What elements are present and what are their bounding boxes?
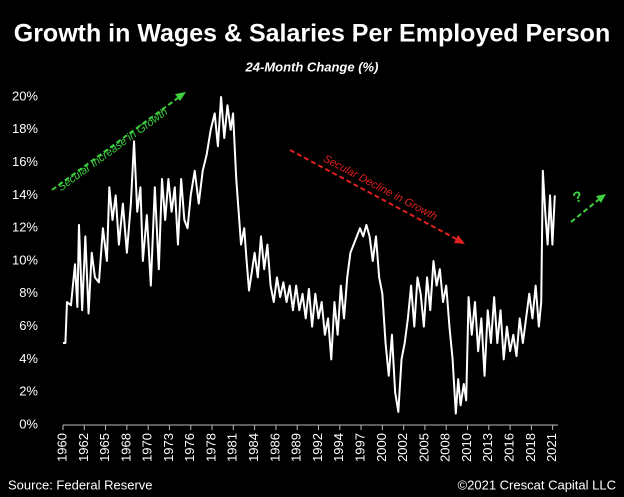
y-tick-label: 2% [19,384,38,399]
x-tick-label: 2005 [416,433,431,462]
x-tick-label: 1981 [225,433,240,462]
x-tick-label: 1994 [331,433,346,462]
y-tick-label: 8% [19,285,38,300]
x-tick-label: 1962 [76,433,91,462]
x-tick-label: 1976 [182,433,197,462]
x-tick-label: 1978 [203,433,218,462]
x-tick-label: 1992 [310,433,325,462]
x-tick-label: 1973 [161,433,176,462]
x-tick-label: 2008 [438,433,453,462]
x-tick-label: 2018 [523,433,538,462]
x-tick-label: 2013 [480,433,495,462]
arrow [289,149,461,242]
y-tick-label: 18% [12,121,38,136]
arrow-head [175,92,186,101]
y-tick-label: 14% [12,187,38,202]
x-tick-label: 1968 [118,433,133,462]
x-tick-label: 2010 [459,433,474,462]
y-tick-label: 16% [12,154,38,169]
arrow-head [596,194,606,203]
source: Source: Federal Reserve [8,477,153,492]
x-tick-label: 1989 [289,433,304,462]
chart-title: Growth in Wages & Salaries Per Employed … [14,20,610,48]
x-tick-label: 1970 [140,433,155,462]
credit: ©2021 Crescat Capital LLC [458,477,616,492]
x-tick-label: 1965 [97,433,112,462]
arrow [51,94,183,191]
x-tick-label: 2021 [544,433,559,462]
chart-subtitle: 24-Month Change (%) [245,59,379,74]
x-tick-label: 2002 [395,433,410,462]
y-tick-label: 0% [19,416,38,431]
x-tick-label: 2016 [502,433,517,462]
x-tick-label: 1984 [246,433,261,462]
y-tick-label: 10% [12,252,38,267]
arrow [570,196,603,223]
x-tick-label: 1960 [54,433,69,462]
x-tick-label: 2000 [374,433,389,462]
x-tick-label: 1986 [267,433,282,462]
arrow-head [454,235,465,244]
y-tick-label: 12% [12,220,38,235]
x-tick-label: 1997 [352,433,367,462]
data-line [63,96,556,415]
y-tick-label: 20% [12,88,38,103]
y-tick-label: 4% [19,351,38,366]
y-tick-label: 6% [19,318,38,333]
